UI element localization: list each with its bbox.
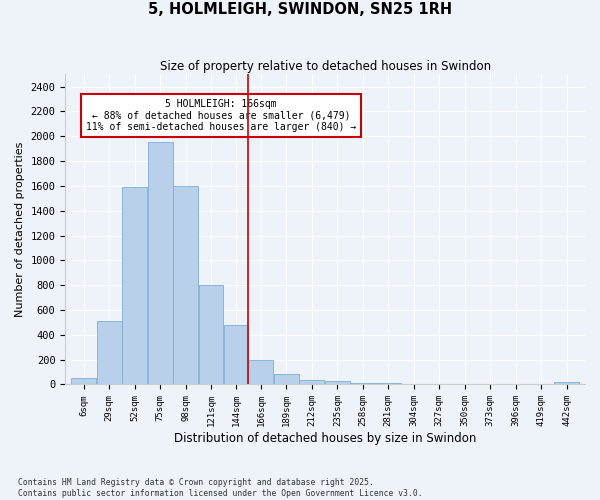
Bar xyxy=(554,382,579,384)
Bar xyxy=(97,321,122,384)
Bar xyxy=(248,360,274,384)
Bar xyxy=(274,374,299,384)
Bar xyxy=(71,378,96,384)
Bar xyxy=(299,380,325,384)
Bar xyxy=(325,382,350,384)
Y-axis label: Number of detached properties: Number of detached properties xyxy=(15,142,25,317)
Bar xyxy=(350,382,376,384)
Text: 5, HOLMLEIGH, SWINDON, SN25 1RH: 5, HOLMLEIGH, SWINDON, SN25 1RH xyxy=(148,2,452,18)
Bar xyxy=(173,186,198,384)
Title: Size of property relative to detached houses in Swindon: Size of property relative to detached ho… xyxy=(160,60,491,73)
Bar xyxy=(148,142,173,384)
Text: Contains HM Land Registry data © Crown copyright and database right 2025.
Contai: Contains HM Land Registry data © Crown c… xyxy=(18,478,422,498)
X-axis label: Distribution of detached houses by size in Swindon: Distribution of detached houses by size … xyxy=(174,432,476,445)
Bar xyxy=(122,187,147,384)
Bar xyxy=(224,325,248,384)
Bar xyxy=(199,285,223,384)
Text: 5 HOLMLEIGH: 166sqm
← 88% of detached houses are smaller (6,479)
11% of semi-det: 5 HOLMLEIGH: 166sqm ← 88% of detached ho… xyxy=(86,99,356,132)
